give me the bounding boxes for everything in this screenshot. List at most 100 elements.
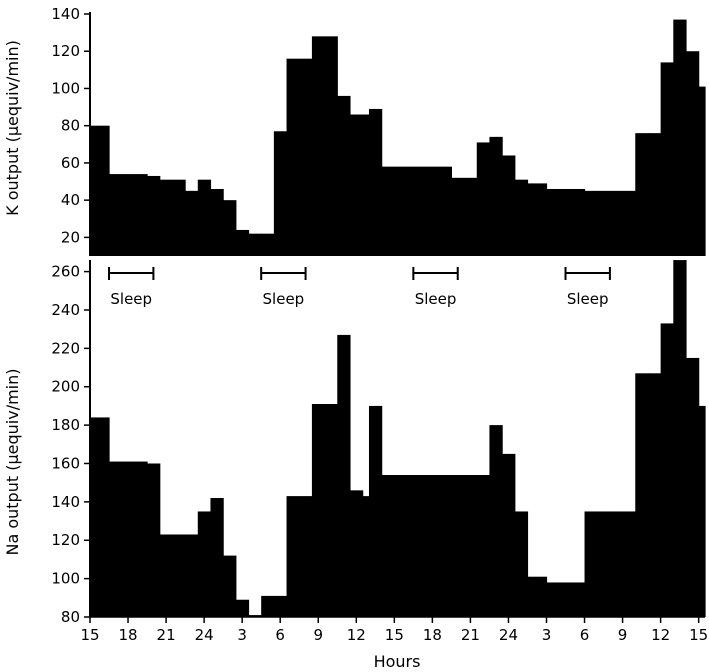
sleep-label: Sleep [263,290,305,308]
k-output-bar [349,114,357,257]
na-output-bar [109,461,129,617]
k-output-bar [394,166,414,256]
k-output-bar [584,190,611,256]
na-output-x-tick-label: 9 [618,626,628,644]
k-output-bar [248,233,262,256]
na-output-x-tick-label: 18 [423,626,442,644]
na-output-bar [248,615,262,617]
na-output-x-tick-label: 15 [689,626,708,644]
na-output-bar [635,373,649,617]
na-output-bar [197,511,212,617]
na-output-bar [368,405,383,617]
na-output-bar [223,555,237,617]
na-output-bar [394,475,414,617]
na-output-x-tick-label: 9 [313,626,323,644]
na-output-bar [489,425,503,617]
na-output-x-tick-label: 24 [195,626,214,644]
na-output-bar [261,595,275,617]
k-output-bar [660,62,674,257]
k-output-bar [159,179,186,256]
k-output-y-tick-label: 140 [51,5,80,23]
k-output-y-tick-label: 20 [61,228,80,246]
na-output-bar [685,357,700,617]
na-output-bar [381,475,395,617]
na-output-x-tick-label: 3 [542,626,552,644]
k-output-bar [685,51,700,256]
na-output-bar [698,405,706,617]
na-output-bar [476,475,491,617]
na-output-y-tick-label: 220 [51,339,80,357]
k-output-bar [673,19,687,257]
na-output-x-tick-label: 15 [385,626,404,644]
k-output-bar [210,188,224,256]
k-output-y-tick-label: 100 [51,79,80,97]
na-output-bar [210,498,224,617]
na-output-bar [673,260,687,617]
na-output-bar [273,595,288,617]
na-output-y-tick-label: 180 [51,416,80,434]
na-output-bar [502,453,516,617]
na-output-bar [647,373,662,617]
na-output-y-tick-label: 200 [51,378,80,396]
na-output-bar [159,534,186,617]
k-output-bar [609,190,636,256]
sleep-label: Sleep [567,290,609,308]
k-output-bar [337,95,351,257]
sleep-label: Sleep [415,290,457,308]
k-output-bar [451,177,478,256]
x-axis-label: Hours [374,652,421,671]
na-output-x-tick-label: 12 [651,626,670,644]
na-output-x-tick-label: 18 [118,626,137,644]
k-output-bar [185,190,199,256]
na-output-x-tick-label: 15 [80,626,99,644]
na-output-y-tick-label: 260 [51,263,80,281]
k-output-ylabel: K output (μequiv/min) [3,40,22,216]
k-output-bar [286,58,313,256]
na-output-bar [337,334,351,617]
k-output-y-tick-label: 80 [61,117,80,135]
na-output-bar [128,461,148,617]
k-output-bar [527,183,548,256]
k-output-bar [197,179,212,256]
k-output-bar [261,233,275,256]
na-output-x-tick-label: 12 [347,626,366,644]
na-output-x-tick-label: 24 [499,626,518,644]
na-output-x-tick-label: 6 [580,626,590,644]
na-output-y-tick-label: 120 [51,531,80,549]
na-output-bar [660,323,674,617]
k-output-bar [109,174,129,256]
k-output-panel: 20 40 60 80 100 120 140 [51,5,706,257]
k-output-bar [273,131,288,256]
k-output-bar [647,133,662,256]
k-output-bar [413,166,452,256]
k-output-bar [546,188,586,256]
na-output-bar [235,599,250,617]
k-output-y-tick-label: 60 [61,154,80,172]
na-output-y-tick-label: 160 [51,454,80,472]
sleep-label: Sleep [110,290,152,308]
na-output-bar [609,511,636,617]
k-output-y-tick-label: 120 [51,42,80,60]
k-output-bar [698,86,706,256]
na-output-bar [286,496,313,617]
na-output-bar [90,417,110,617]
na-output-bar [311,404,338,617]
na-output-bar [147,463,161,617]
na-output-bar [413,475,452,617]
k-output-bar [311,36,338,256]
na-output-bar [349,490,364,617]
na-output-x-tick-label: 3 [237,626,247,644]
sleep-annotations: Sleep Sleep Sleep Sleep [108,267,611,308]
na-output-y-tick-label: 80 [61,608,80,626]
na-output-bar [451,475,478,617]
k-output-bar [514,179,529,256]
k-output-bar [128,174,148,256]
k-output-bar [235,229,250,256]
na-output-bar [185,534,199,617]
k-output-bar [368,108,383,256]
k-output-bar [90,125,110,256]
na-output-y-tick-label: 100 [51,570,80,588]
na-output-bar [546,582,586,617]
na-output-x-tick-label: 21 [157,626,176,644]
